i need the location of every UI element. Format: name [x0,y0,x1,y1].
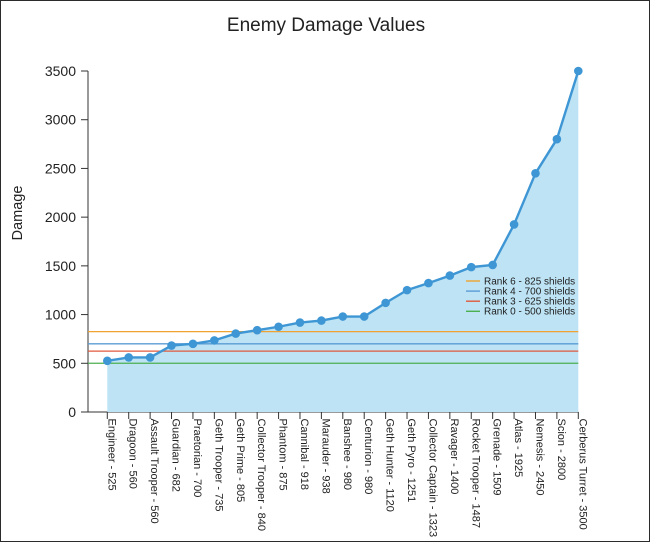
svg-text:0: 0 [68,404,76,420]
svg-text:1500: 1500 [45,258,76,274]
svg-text:Atlas - 1925: Atlas - 1925 [512,419,524,478]
svg-text:3000: 3000 [45,112,76,128]
svg-text:Cerberus Turret - 3500: Cerberus Turret - 3500 [576,419,588,530]
svg-text:Geth Trooper - 735: Geth Trooper - 735 [212,419,224,512]
svg-text:Assault Trooper - 560: Assault Trooper - 560 [148,419,160,524]
svg-text:Banshee - 980: Banshee - 980 [341,419,353,491]
svg-text:Geth Prime - 805: Geth Prime - 805 [234,419,246,503]
svg-text:500: 500 [53,355,77,371]
svg-text:Engineer - 525: Engineer - 525 [105,419,117,491]
svg-text:Dragoon - 560: Dragoon - 560 [127,419,139,489]
svg-text:Collector Captain - 1323: Collector Captain - 1323 [426,419,438,538]
svg-text:Rocket Trooper - 1487: Rocket Trooper - 1487 [469,419,481,528]
svg-text:Geth Hunter - 1120: Geth Hunter - 1120 [384,419,396,512]
svg-text:Guardian - 682: Guardian - 682 [170,419,182,492]
svg-text:Ravager - 1400: Ravager - 1400 [448,419,460,495]
svg-text:Cannibal - 918: Cannibal - 918 [298,419,310,491]
svg-text:Nemesis - 2450: Nemesis - 2450 [533,419,545,496]
svg-text:Phantom - 875: Phantom - 875 [277,419,289,491]
svg-text:Marauder - 938: Marauder - 938 [319,419,331,494]
svg-text:1000: 1000 [45,307,76,323]
svg-text:Collector Trooper - 840: Collector Trooper - 840 [255,419,267,532]
svg-text:2500: 2500 [45,160,76,176]
svg-text:3500: 3500 [45,63,76,79]
svg-text:Praetorian - 700: Praetorian - 700 [191,419,203,498]
svg-text:Scion - 2800: Scion - 2800 [555,419,567,481]
svg-text:Rank 0 - 500 shields: Rank 0 - 500 shields [484,307,575,318]
svg-text:2000: 2000 [45,209,76,225]
svg-text:Grenade - 1509: Grenade - 1509 [491,419,503,496]
svg-text:Centurion - 980: Centurion - 980 [362,419,374,495]
svg-text:Geth Pyro - 1251: Geth Pyro - 1251 [405,419,417,503]
